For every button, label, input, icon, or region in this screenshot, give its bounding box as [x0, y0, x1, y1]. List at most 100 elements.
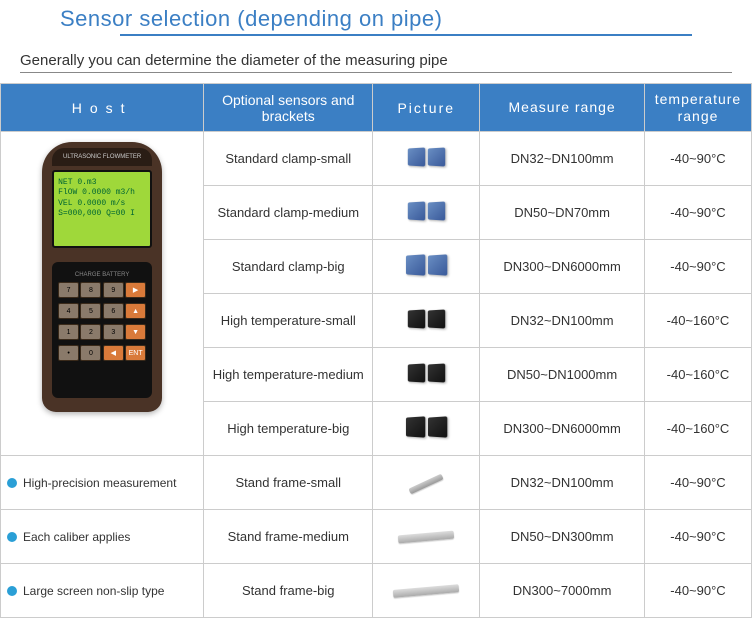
screen-line: FlOW 0.0000 m3/h [58, 188, 146, 198]
sensor-picture [373, 456, 480, 510]
feature-cell: Large screen non-slip type [1, 564, 204, 618]
sensor-name: High temperature-small [204, 294, 373, 348]
measure-range: DN32~DN100mm [480, 456, 645, 510]
key: ▶ [125, 282, 146, 298]
temp-range: -40~90°C [644, 510, 751, 564]
table-row: Each caliber applies Stand frame-medium … [1, 510, 752, 564]
sensor-picture [373, 294, 480, 348]
clamp-icon [408, 309, 425, 328]
key: ▲ [125, 303, 146, 319]
subtitle-row: Generally you can determine the diameter… [0, 40, 752, 83]
key: 4 [58, 303, 79, 319]
key: ▼ [125, 324, 146, 340]
key: 2 [80, 324, 101, 340]
th-measure: Measure range [480, 84, 645, 132]
bullet-icon [7, 586, 17, 596]
frame-icon [409, 474, 444, 495]
th-host: Host [1, 84, 204, 132]
temp-range: -40~90°C [644, 240, 751, 294]
th-picture: Picture [373, 84, 480, 132]
sensor-name: Standard clamp-small [204, 132, 373, 186]
table-row: High-precision measurement Stand frame-s… [1, 456, 752, 510]
clamp-icon [428, 147, 445, 166]
bullet-icon [7, 478, 17, 488]
key: 9 [103, 282, 124, 298]
measure-range: DN300~7000mm [480, 564, 645, 618]
sensor-picture [373, 348, 480, 402]
keypad-label: CHARGE BATTERY [58, 272, 146, 278]
screen-line: S=000,000 Q=00 I [58, 209, 146, 219]
clamp-icon [428, 201, 445, 220]
sensor-picture [373, 240, 480, 294]
sensor-name: Standard clamp-big [204, 240, 373, 294]
feature-cell: Each caliber applies [1, 510, 204, 564]
sensor-picture [373, 186, 480, 240]
screen-line: NET 0.m3 [58, 178, 146, 188]
temp-range: -40~160°C [644, 402, 751, 456]
key: 5 [80, 303, 101, 319]
clamp-icon [406, 416, 425, 437]
frame-icon [393, 584, 459, 598]
measure-range: DN300~DN6000mm [480, 240, 645, 294]
key: 3 [103, 324, 124, 340]
key: • [58, 345, 79, 361]
sensor-picture [373, 510, 480, 564]
measure-range: DN50~DN1000mm [480, 348, 645, 402]
page-title: Sensor selection (depending on pipe) [60, 6, 442, 31]
subtitle: Generally you can determine the diameter… [20, 52, 732, 69]
frame-icon [398, 531, 454, 544]
clamp-icon [428, 416, 447, 437]
th-sensors: Optional sensors and brackets [204, 84, 373, 132]
key: ◀ [103, 345, 124, 361]
temp-range: -40~90°C [644, 564, 751, 618]
key: 7 [58, 282, 79, 298]
device-illustration: ULTRASONIC FLOWMETER NET 0.m3 FlOW 0.000… [32, 142, 172, 422]
key: 1 [58, 324, 79, 340]
measure-range: DN50~DN300mm [480, 510, 645, 564]
device-keypad: CHARGE BATTERY 789▶ 456▲ 123▼ •0◀ENT [52, 262, 152, 398]
sensor-name: Stand frame-medium [204, 510, 373, 564]
clamp-icon [406, 254, 425, 275]
screen-line: VEL 0.0000 m/s [58, 199, 146, 209]
key: 6 [103, 303, 124, 319]
table-row: ULTRASONIC FLOWMETER NET 0.m3 FlOW 0.000… [1, 132, 752, 186]
sensor-name: High temperature-medium [204, 348, 373, 402]
clamp-icon [408, 201, 425, 220]
measure-range: DN32~DN100mm [480, 132, 645, 186]
temp-range: -40~160°C [644, 294, 751, 348]
title-underline [120, 34, 692, 36]
temp-range: -40~160°C [644, 348, 751, 402]
sensor-name: Standard clamp-medium [204, 186, 373, 240]
measure-range: DN300~DN6000mm [480, 402, 645, 456]
clamp-icon [408, 363, 425, 382]
temp-range: -40~90°C [644, 456, 751, 510]
th-temp: temperature range [644, 84, 751, 132]
page: Sensor selection (depending on pipe) Gen… [0, 0, 752, 618]
device-screen: NET 0.m3 FlOW 0.0000 m3/h VEL 0.0000 m/s… [52, 170, 152, 248]
clamp-icon [428, 363, 445, 382]
device-label: ULTRASONIC FLOWMETER [52, 148, 152, 166]
feature-text: Large screen non-slip type [23, 584, 164, 598]
key: ENT [125, 345, 146, 361]
measure-range: DN32~DN100mm [480, 294, 645, 348]
measure-range: DN50~DN70mm [480, 186, 645, 240]
clamp-icon [428, 309, 445, 328]
sensor-picture [373, 132, 480, 186]
feature-cell: High-precision measurement [1, 456, 204, 510]
host-device-cell: ULTRASONIC FLOWMETER NET 0.m3 FlOW 0.000… [1, 132, 204, 456]
title-bar: Sensor selection (depending on pipe) [0, 0, 752, 40]
sensor-name: Stand frame-small [204, 456, 373, 510]
temp-range: -40~90°C [644, 132, 751, 186]
feature-text: Each caliber applies [23, 530, 130, 544]
feature-text: High-precision measurement [23, 476, 176, 490]
table-row: Large screen non-slip type Stand frame-b… [1, 564, 752, 618]
bullet-icon [7, 532, 17, 542]
key: 8 [80, 282, 101, 298]
sensor-name: High temperature-big [204, 402, 373, 456]
clamp-icon [408, 147, 425, 166]
sensor-table: Host Optional sensors and brackets Pictu… [0, 83, 752, 618]
subtitle-underline [20, 72, 732, 73]
header-row: Host Optional sensors and brackets Pictu… [1, 84, 752, 132]
sensor-name: Stand frame-big [204, 564, 373, 618]
sensor-picture [373, 564, 480, 618]
